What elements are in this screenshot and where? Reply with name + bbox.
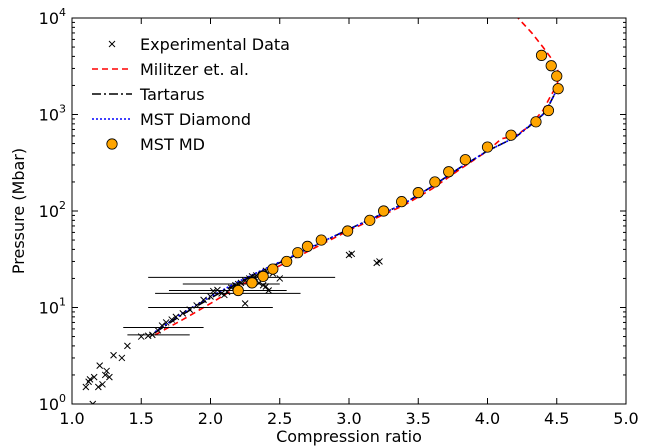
experimental-point-5 bbox=[94, 383, 102, 391]
axes-layer: 1.0 1.5 2.0 2.5 3.0 3.5 4.0 4.5 5.0 100 101 102 103 1… bbox=[39, 6, 639, 428]
md-point-18 bbox=[530, 116, 542, 128]
md-point-20 bbox=[552, 83, 564, 95]
md-point-17 bbox=[505, 129, 517, 141]
series-line-3 bbox=[154, 89, 558, 333]
x-tick-label-3: 2.5 bbox=[267, 409, 292, 428]
experimental-point-35 bbox=[237, 279, 245, 287]
experimental-point-50 bbox=[276, 275, 284, 282]
experimental-point-7 bbox=[99, 380, 106, 388]
experimental-point-28 bbox=[214, 286, 221, 294]
legend-label-2: Tartarus bbox=[139, 85, 205, 104]
experimental-point-16 bbox=[148, 331, 156, 339]
legend-item-0: Experimental Data bbox=[108, 35, 290, 54]
md-point-22 bbox=[545, 60, 557, 72]
legend-swatch-0 bbox=[108, 40, 116, 48]
experimental-point-24 bbox=[193, 302, 201, 309]
experimental-point-18 bbox=[158, 322, 166, 329]
experimental-point-6 bbox=[96, 362, 104, 369]
experimental-point-11 bbox=[110, 351, 117, 359]
md-point-1 bbox=[246, 277, 258, 289]
experimental-point-20 bbox=[168, 316, 176, 323]
y-tick-label-2: 102 bbox=[39, 199, 66, 221]
md-point-4 bbox=[281, 255, 293, 268]
experimental-point-13 bbox=[124, 342, 131, 350]
x-tick-label-5: 3.5 bbox=[406, 409, 431, 428]
y-tick-label-3: 103 bbox=[39, 103, 66, 125]
experimental-point-43 bbox=[265, 287, 273, 294]
legend-label-0: Experimental Data bbox=[140, 35, 290, 54]
md-point-19 bbox=[542, 104, 555, 117]
experimental-point-9 bbox=[103, 367, 110, 375]
x-tick-label-7: 4.5 bbox=[544, 409, 569, 428]
legend-item-3: MST Diamond bbox=[92, 110, 251, 129]
legend-label-1: Militzer et. al. bbox=[140, 60, 249, 79]
experimental-point-2 bbox=[86, 376, 94, 383]
experimental-point-54 bbox=[376, 258, 383, 265]
md-point-8 bbox=[342, 225, 354, 237]
legend-label-4: MST MD bbox=[140, 135, 205, 154]
experimental-point-44 bbox=[241, 300, 249, 307]
experimental-point-27 bbox=[209, 287, 217, 295]
legend-item-2: Tartarus bbox=[92, 85, 205, 104]
md-point-23 bbox=[535, 49, 548, 61]
md-point-9 bbox=[364, 214, 376, 226]
x-tick-label-8: 5.0 bbox=[613, 409, 638, 428]
experimental-point-19 bbox=[162, 319, 170, 326]
md-point-12 bbox=[412, 187, 424, 199]
experimental-point-10 bbox=[106, 373, 113, 381]
x-tick-label-6: 4.0 bbox=[475, 409, 500, 428]
md-point-11 bbox=[396, 196, 408, 208]
legend-item-4: MST MD bbox=[106, 135, 205, 154]
x-axis-label: Compression ratio bbox=[276, 427, 422, 446]
experimental-point-26 bbox=[207, 293, 214, 300]
legend-item-1: Militzer et. al. bbox=[92, 60, 249, 79]
legend-swatch-4 bbox=[106, 138, 118, 150]
experimental-point-12 bbox=[118, 354, 126, 362]
md-point-5 bbox=[292, 247, 304, 259]
y-tick-label-4: 104 bbox=[39, 6, 66, 28]
x-tick-label-1: 1.5 bbox=[129, 409, 154, 428]
x-tick-label-0: 1.0 bbox=[59, 409, 84, 428]
experimental-point-25 bbox=[200, 296, 207, 304]
md-point-15 bbox=[459, 154, 471, 166]
experimental-point-8 bbox=[101, 371, 109, 379]
md-point-21 bbox=[551, 70, 563, 82]
md-point-3 bbox=[267, 263, 279, 275]
experimental-point-0 bbox=[82, 383, 90, 391]
md-point-10 bbox=[378, 205, 390, 217]
y-axis-label: Pressure (Mbar) bbox=[9, 148, 28, 274]
experimental-point-52 bbox=[348, 250, 356, 258]
legend-label-3: MST Diamond bbox=[140, 110, 251, 129]
experimental-point-3 bbox=[89, 400, 97, 404]
experimental-point-42 bbox=[262, 283, 270, 290]
md-point-16 bbox=[481, 141, 494, 153]
md-point-0 bbox=[232, 284, 244, 297]
experimental-point-23 bbox=[186, 306, 194, 314]
experimental-point-14 bbox=[137, 333, 145, 340]
md-point-14 bbox=[443, 166, 455, 178]
x-tick-label-4: 3.0 bbox=[336, 409, 361, 428]
x-tick-label-2: 2.0 bbox=[198, 409, 223, 428]
md-point-2 bbox=[257, 270, 269, 283]
experimental-point-4 bbox=[90, 373, 98, 381]
md-point-6 bbox=[301, 240, 314, 252]
y-tick-label-1: 101 bbox=[39, 296, 66, 318]
experimental-point-22 bbox=[179, 309, 187, 317]
md-point-7 bbox=[315, 234, 327, 246]
y-tick-label-0: 100 bbox=[39, 392, 66, 414]
md-point-13 bbox=[429, 176, 441, 188]
data-layer bbox=[82, 18, 564, 404]
legend: Experimental Data Militzer et. al. Tartaru… bbox=[92, 35, 290, 154]
experimental-point-21 bbox=[172, 313, 180, 321]
